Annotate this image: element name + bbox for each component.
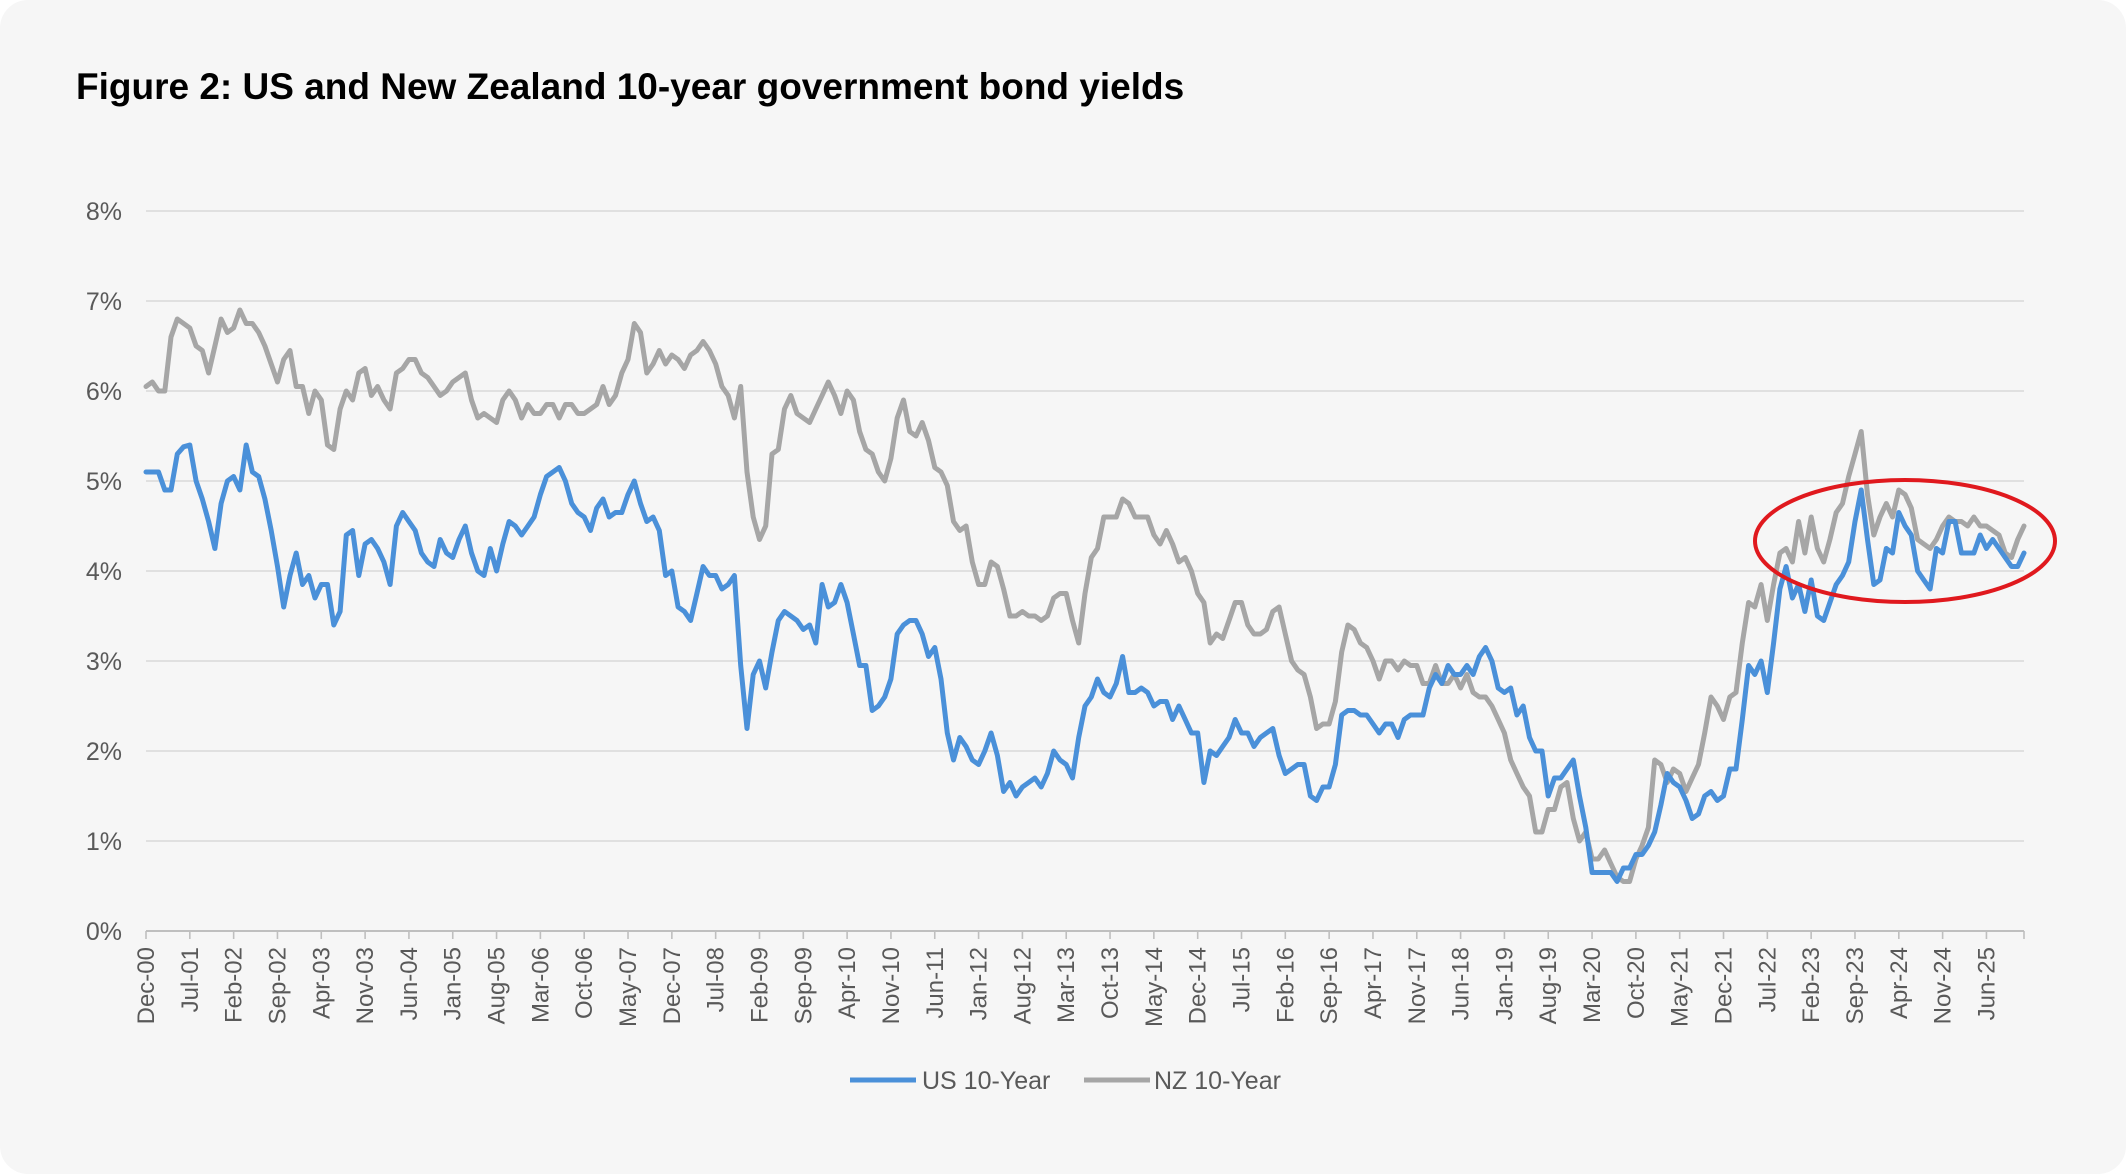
x-tick-label: Apr-03 (308, 947, 335, 1019)
us-10-year-line (143, 442, 2027, 884)
nz-10-year-line (143, 307, 2027, 884)
x-tick-label: Jul-15 (1229, 947, 1256, 1012)
x-tick-label: Feb-16 (1272, 947, 1299, 1023)
x-tick-label: Feb-02 (221, 947, 248, 1023)
x-tick-label: Apr-24 (1886, 947, 1913, 1019)
y-tick-label: 1% (86, 828, 122, 856)
x-tick-label: May-21 (1667, 947, 1694, 1027)
x-tick-label: Jun-11 (922, 947, 949, 1019)
y-tick-label: 6% (86, 378, 122, 406)
x-tick-label: Jul-22 (1754, 947, 1781, 1012)
x-tick-label: Mar-06 (527, 947, 554, 1023)
x-tick-label: Jun-25 (1973, 947, 2000, 1020)
x-tick-label: Jan-19 (1491, 947, 1518, 1020)
chart-title: Figure 2: US and New Zealand 10-year gov… (76, 66, 1185, 107)
x-tick-label: Aug-19 (1535, 947, 1562, 1024)
y-tick-label: 4% (86, 558, 122, 586)
x-tick-label: Oct-13 (1097, 947, 1124, 1019)
x-tick-label: May-07 (615, 947, 642, 1027)
x-tick-label: Dec-14 (1185, 947, 1212, 1024)
x-tick-label: Jun-18 (1448, 947, 1475, 1020)
x-tick-label: Jul-08 (703, 947, 730, 1012)
x-tick-label: Aug-12 (1009, 947, 1036, 1024)
x-tick-label: Jul-01 (177, 947, 204, 1012)
x-tick-label: Nov-10 (878, 947, 905, 1024)
x-tick-label: Oct-20 (1623, 947, 1650, 1019)
x-tick-label: Jan-12 (966, 947, 993, 1020)
y-tick-label: 7% (86, 288, 122, 316)
legend-label: NZ 10-Year (1154, 1067, 1281, 1095)
x-tick-label: Dec-21 (1711, 947, 1738, 1024)
x-tick-label: Nov-24 (1930, 947, 1957, 1024)
legend-item-us: US 10-Year (850, 1067, 1050, 1095)
x-tick-label: Feb-23 (1798, 947, 1825, 1023)
x-tick-label: Nov-03 (352, 947, 379, 1024)
x-tick-label: May-14 (1141, 947, 1168, 1027)
legend-item-nz: NZ 10-Year (1084, 1067, 1281, 1095)
x-axis-ticks: Dec-00 Jul-01 Feb-02 Sep-02 Apr-03 Nov-03 Jun-… (133, 931, 2025, 1027)
x-tick-label: Feb-09 (746, 947, 773, 1023)
x-tick-label: Jan-05 (440, 947, 467, 1020)
y-axis-ticks: 0% 1% 2% 3% 4% 5% 6% 7% 8% (86, 198, 122, 946)
legend-label: US 10-Year (922, 1067, 1050, 1095)
y-tick-label: 2% (86, 738, 122, 766)
y-tick-label: 3% (86, 648, 122, 676)
x-tick-label: Mar-20 (1579, 947, 1606, 1023)
x-tick-label: Nov-17 (1404, 947, 1431, 1024)
x-tick-label: Sep-09 (790, 947, 817, 1024)
x-tick-label: Sep-16 (1316, 947, 1343, 1024)
x-tick-label: Sep-02 (264, 947, 291, 1024)
x-tick-label: Jun-04 (396, 947, 423, 1020)
x-tick-label: Dec-00 (133, 947, 160, 1024)
x-tick-label: Dec-07 (659, 947, 686, 1024)
x-tick-label: Aug-05 (484, 947, 511, 1024)
x-tick-label: Oct-06 (571, 947, 598, 1019)
x-tick-label: Apr-10 (834, 947, 861, 1019)
y-tick-label: 0% (86, 918, 122, 946)
y-tick-label: 5% (86, 468, 122, 496)
legend: US 10-Year NZ 10-Year (850, 1067, 1281, 1095)
highlight-ellipse (1753, 478, 2057, 604)
gridlines (146, 210, 2024, 932)
x-tick-label: Mar-13 (1053, 947, 1080, 1023)
y-tick-label: 8% (86, 198, 122, 226)
series-lines (143, 307, 2027, 884)
x-tick-label: Apr-17 (1360, 947, 1387, 1019)
x-tick-label: Sep-23 (1842, 947, 1869, 1024)
